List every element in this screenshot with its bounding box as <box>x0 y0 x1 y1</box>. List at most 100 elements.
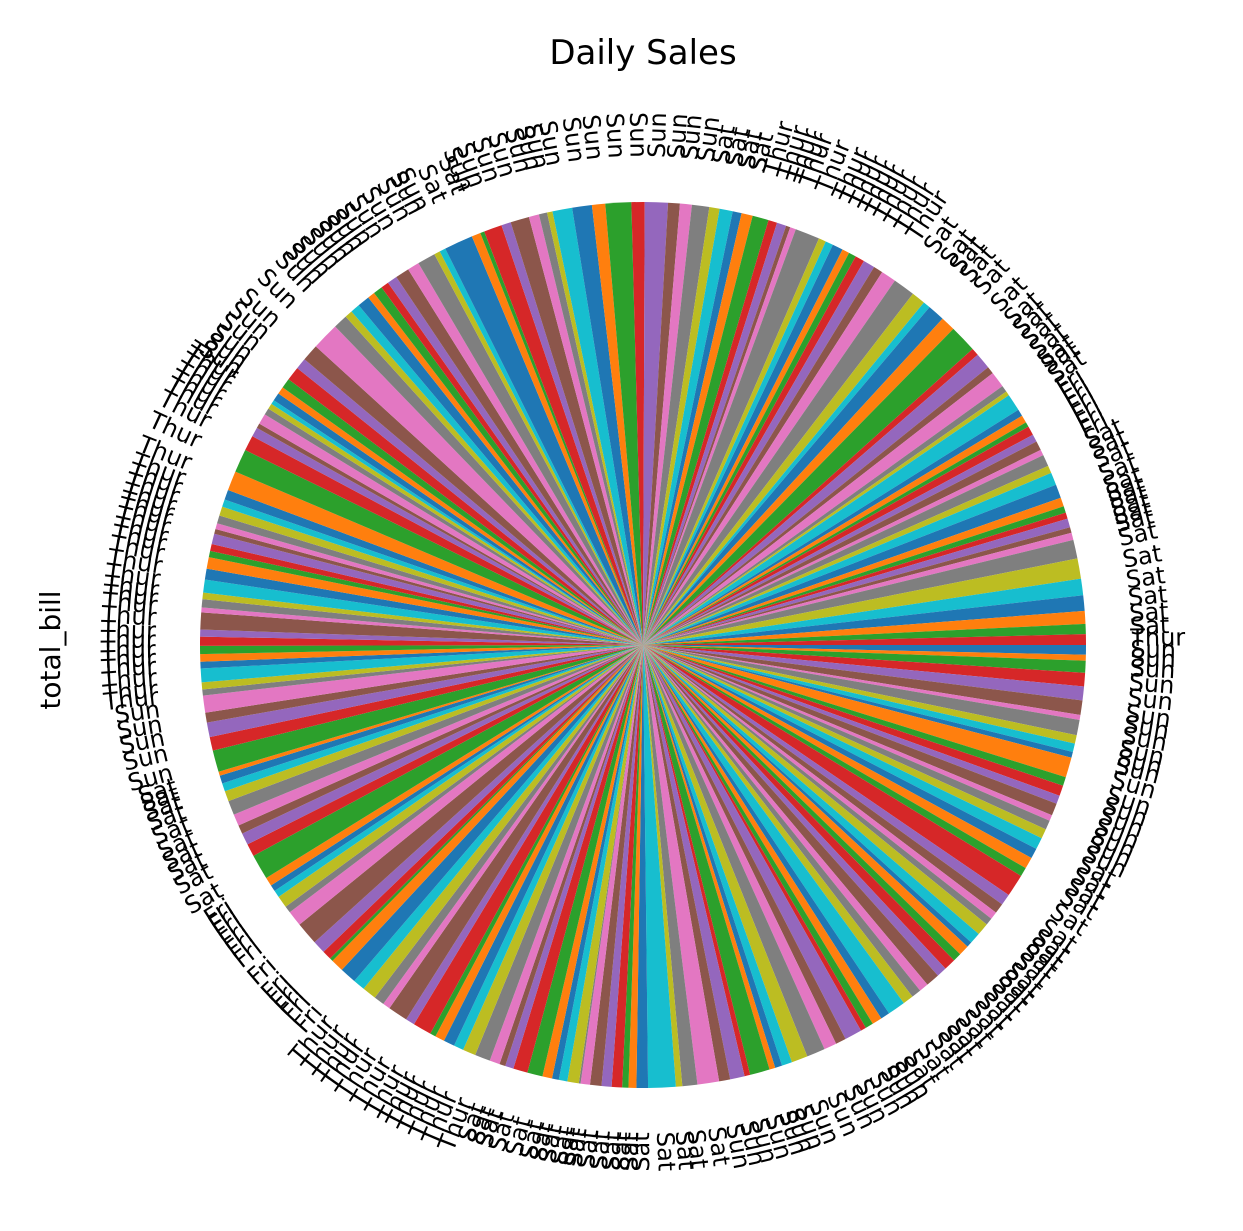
pie-slice <box>552 207 643 646</box>
pie-slice <box>406 645 643 1025</box>
pie-slice <box>643 645 987 935</box>
pie-slice <box>200 629 644 645</box>
pie-slice <box>210 543 643 645</box>
pie-slice <box>505 645 643 1069</box>
pie-slice <box>345 311 643 645</box>
slice-label: Thur <box>100 644 157 674</box>
pie-slice <box>643 222 787 645</box>
slice-label: Sun <box>662 112 693 160</box>
pie-slice <box>643 645 1073 758</box>
slice-label: Thur <box>1129 623 1185 652</box>
slice-label: Sat <box>572 1128 604 1170</box>
pie-slice <box>643 272 895 645</box>
slice-label: Sun <box>1129 654 1176 684</box>
pie-slice <box>643 391 1009 645</box>
y-axis-label: total_bill <box>34 590 67 709</box>
pie-slice <box>643 623 1086 645</box>
pie-slice <box>480 231 643 645</box>
pie-slice <box>643 267 883 645</box>
slice-label: Thur <box>100 587 158 619</box>
pie-slice <box>643 645 1086 655</box>
pie-slice <box>219 506 643 645</box>
pie-slice <box>443 645 643 1046</box>
pie-slice <box>513 645 643 1073</box>
pie-slice <box>643 202 680 645</box>
pie-slice <box>383 645 643 1009</box>
pie-slice <box>643 472 1056 645</box>
pie-slice <box>200 645 643 655</box>
pie-slice <box>643 645 1080 736</box>
pie-slice <box>200 636 644 646</box>
pie-slice <box>578 645 643 1084</box>
pie-slice <box>643 645 1083 715</box>
pie-slice <box>413 645 643 1034</box>
pie-slice <box>643 256 864 645</box>
pie-slice <box>501 222 643 645</box>
pie-slice <box>228 645 643 815</box>
pie-slice <box>204 568 643 645</box>
pie-slice <box>288 368 643 645</box>
pie-slice <box>643 645 720 1085</box>
slice-label: Sat <box>553 1125 586 1168</box>
slice-label: Thur <box>102 570 161 604</box>
pie-slice <box>278 387 643 645</box>
pie-slice <box>643 645 921 997</box>
pie-slice <box>643 645 808 1063</box>
slice-label: Sat <box>682 1128 714 1170</box>
pie-slice <box>643 415 1026 645</box>
slice-label: Sun <box>624 112 653 158</box>
pie-slice <box>215 523 643 645</box>
pie-slice <box>643 645 1009 905</box>
pie-slice <box>643 280 913 645</box>
slice-label: Thur <box>101 682 160 716</box>
pie-slice <box>643 645 1086 687</box>
pie-slice <box>643 645 1026 876</box>
pie-slice <box>435 645 643 1041</box>
pie-slice <box>643 645 972 947</box>
pie-slice <box>643 645 961 961</box>
slice-label: Thur <box>100 652 157 683</box>
pie-slice <box>396 269 643 645</box>
pie-slice <box>643 634 1086 645</box>
pie-slice <box>643 512 1068 645</box>
pie-slice <box>643 645 1077 744</box>
pie-slice <box>643 645 955 969</box>
pie-slice <box>643 227 796 645</box>
pie-slice <box>643 455 1049 645</box>
pie-slice <box>542 645 643 1079</box>
chart-title: Daily Sales <box>549 33 736 73</box>
pie-slice <box>643 645 783 1068</box>
pie-slice <box>212 645 643 772</box>
pie-slice <box>643 211 742 645</box>
pie-slice <box>643 645 770 1075</box>
pie-slice <box>643 645 1057 816</box>
pie-slice <box>636 645 649 1089</box>
pie-slice <box>214 529 643 645</box>
pie-slice <box>354 645 643 989</box>
pie-slice <box>200 645 643 669</box>
pie-slice <box>643 202 669 646</box>
pie-slice <box>200 645 643 662</box>
slice-label: Sun <box>643 112 672 158</box>
pie-slice <box>643 208 733 645</box>
pie-slice <box>643 645 1072 778</box>
pie-slice <box>268 403 643 645</box>
pie-slice <box>224 490 644 645</box>
slice-label: Sat <box>707 123 741 166</box>
pie-slice <box>643 645 1064 796</box>
slice-label: Sun <box>692 115 726 164</box>
pie-slice <box>238 645 643 834</box>
pie-slice <box>439 248 643 645</box>
pie-slice <box>408 263 643 645</box>
slice-label: Sat <box>533 1122 568 1166</box>
pie-slice <box>605 202 643 645</box>
pie-slice <box>202 592 644 645</box>
pie-slice <box>643 426 1033 645</box>
pie-slice <box>643 645 1081 720</box>
pie-slice <box>628 645 643 1088</box>
pie-slice <box>643 220 778 646</box>
slice-label: Sat <box>1124 561 1167 594</box>
pie-slice <box>463 645 643 1055</box>
pie-slice <box>475 645 643 1061</box>
pie-slice <box>643 645 745 1080</box>
